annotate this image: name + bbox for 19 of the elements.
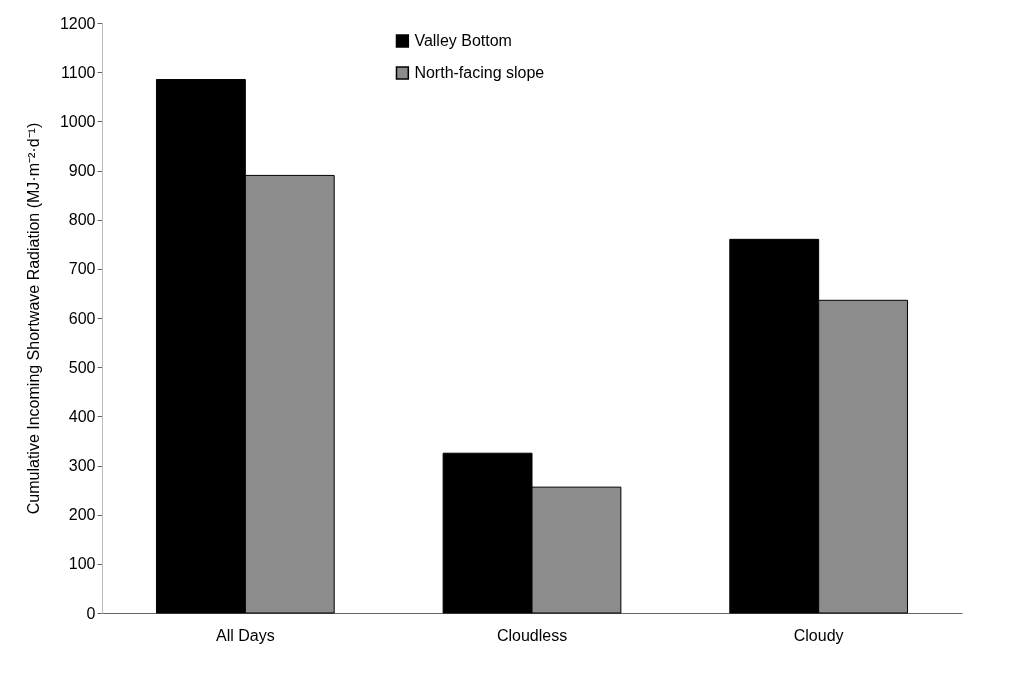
y-tick-label: 200: [68, 506, 96, 524]
x-tick-label: All Days: [215, 626, 275, 644]
y-tick-label: 900: [68, 162, 96, 179]
y-tick-label: 1000: [59, 112, 96, 130]
legend-label: North-facing slope: [414, 64, 545, 81]
legend-label: Valley Bottom: [414, 32, 512, 49]
y-tick-label: 0: [86, 604, 96, 622]
y-tick-label: 100: [68, 555, 96, 573]
y-tick-label: 400: [68, 407, 96, 425]
x-tick-label: Cloudy: [793, 626, 844, 644]
y-tick-label: 1200: [59, 14, 96, 32]
y-tick-label: 700: [68, 260, 96, 278]
y-tick-label: 300: [68, 457, 96, 474]
x-tick-label: Cloudless: [496, 626, 568, 644]
y-tick-label: 800: [68, 211, 96, 229]
y-tick-label: 500: [68, 358, 96, 376]
y-tick-label: 600: [68, 309, 96, 327]
y-tick-label: 1100: [61, 63, 96, 81]
y-axis-title: Cumulative Incoming Shortwave Radiation (MJ·m⁻²·d⁻¹): [24, 122, 42, 515]
